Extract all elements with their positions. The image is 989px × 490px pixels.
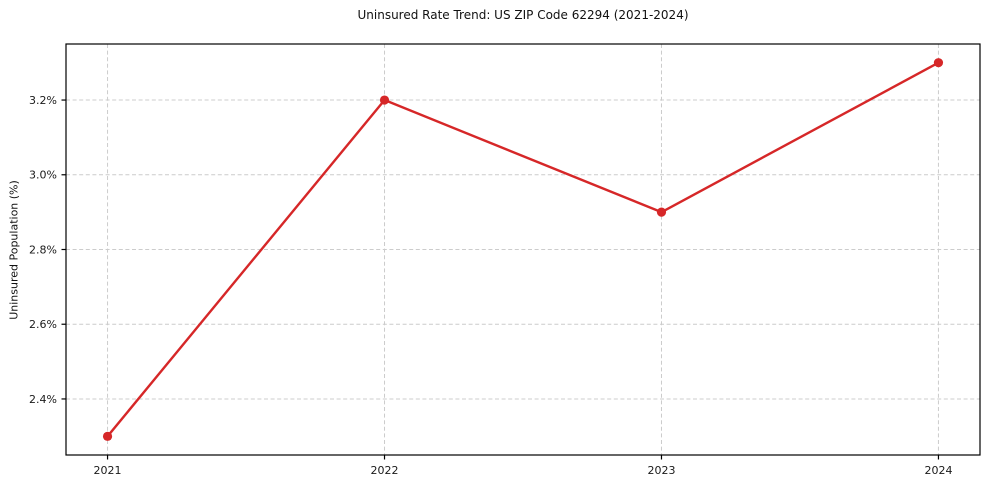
y-tick-label: 3.2% — [29, 94, 57, 107]
x-tick-label: 2022 — [371, 464, 399, 477]
y-tick-label: 2.4% — [29, 393, 57, 406]
x-tick-label: 2023 — [647, 464, 675, 477]
y-tick-label: 2.6% — [29, 318, 57, 331]
trend-line — [106, 61, 940, 438]
data-point-marker — [379, 95, 390, 105]
x-tick-label: 2021 — [94, 464, 122, 477]
chart-title: Uninsured Rate Trend: US ZIP Code 62294 … — [357, 8, 689, 22]
data-point-marker — [656, 207, 667, 217]
y-tick-label: 2.8% — [29, 243, 57, 256]
data-point-marker — [102, 431, 113, 441]
y-tick-label: 3.0% — [29, 169, 57, 182]
data-point-marker — [933, 58, 944, 68]
x-tick-label: 2024 — [924, 464, 952, 477]
